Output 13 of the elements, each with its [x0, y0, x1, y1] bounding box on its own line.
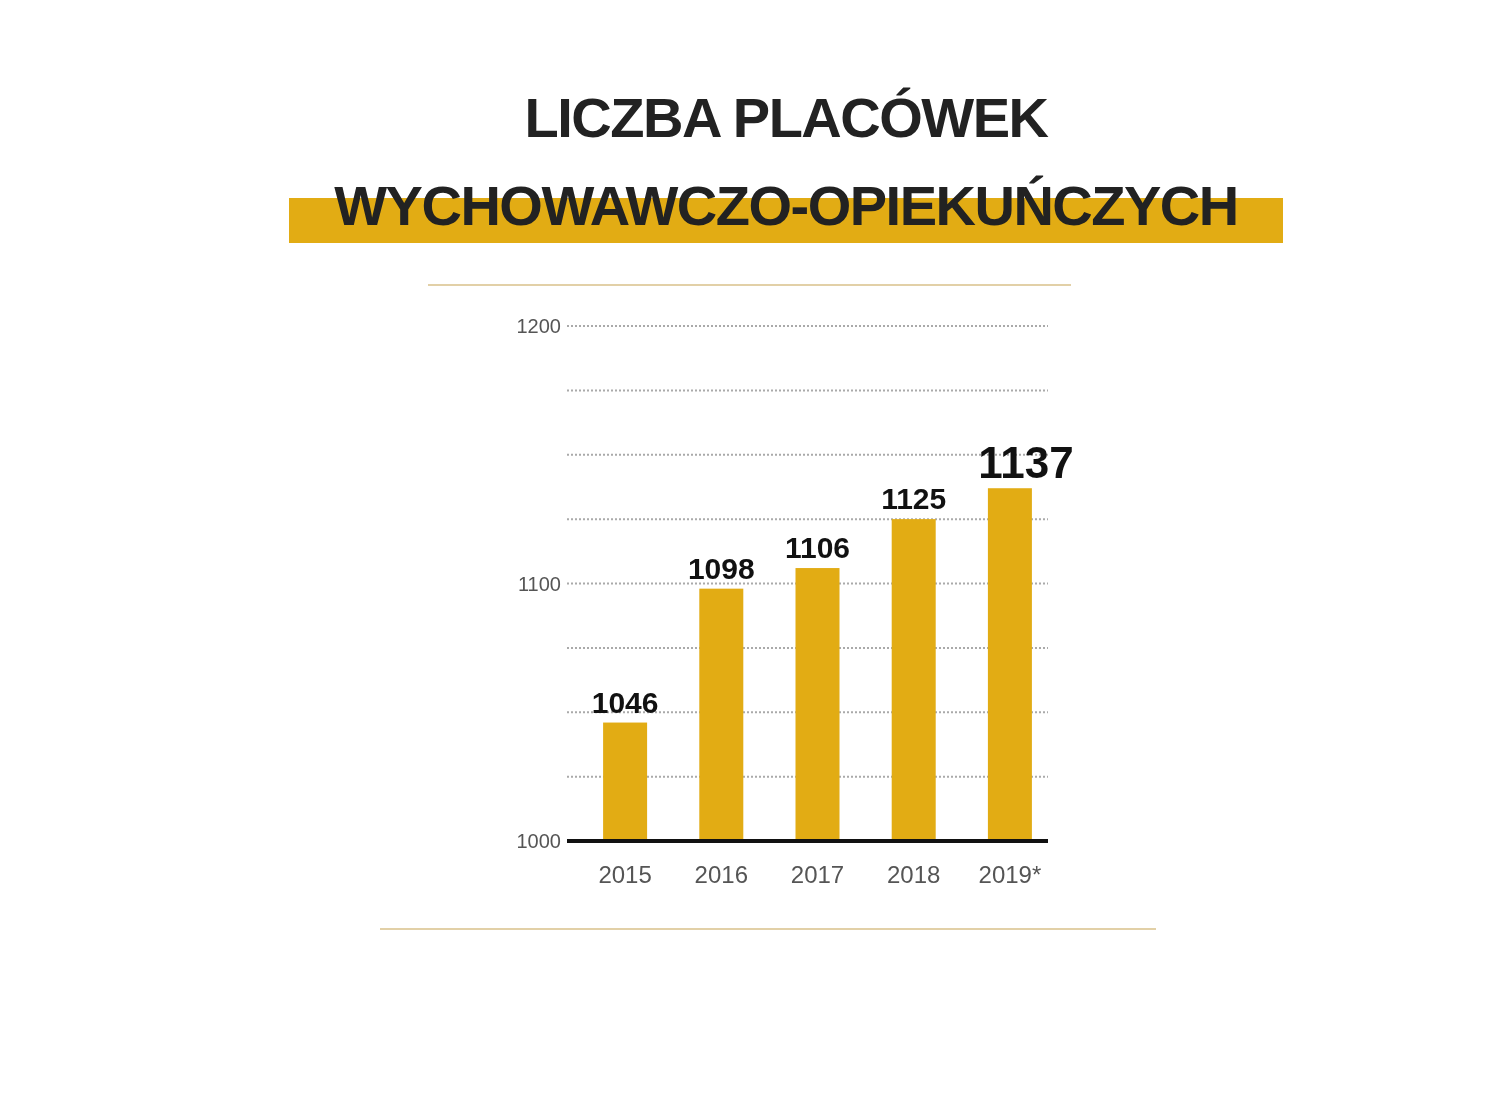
- data-label: 1125: [881, 482, 947, 516]
- x-tick-label: 2019*: [978, 861, 1042, 888]
- x-tick-label: 2017: [790, 861, 845, 888]
- x-tick-label: 2018: [887, 861, 941, 888]
- y-tick-label: 1100: [517, 572, 561, 595]
- data-label: 1106: [784, 531, 851, 565]
- data-label: 1137: [978, 438, 1074, 488]
- data-label: 1098: [687, 551, 755, 585]
- x-tick-label: 2015: [598, 861, 652, 888]
- y-tick-label: 1200: [516, 315, 561, 337]
- x-tick-label: 2016: [694, 861, 748, 888]
- data-label: 1046: [591, 685, 659, 719]
- y-tick-label: 1000: [516, 830, 561, 852]
